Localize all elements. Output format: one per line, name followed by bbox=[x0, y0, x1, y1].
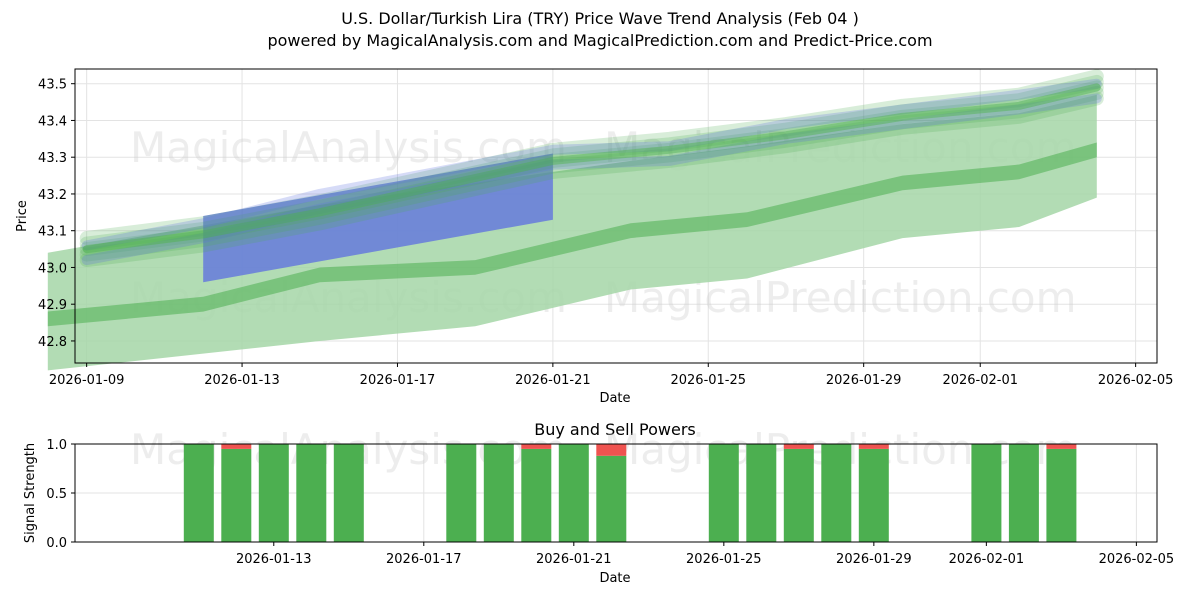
price-y-tick-label: 43.5 bbox=[38, 78, 67, 93]
signal-chart: Buy and Sell Powers MagicalAnalysis.com … bbox=[23, 420, 1174, 586]
chart-title: U.S. Dollar/Turkish Lira (TRY) Price Wav… bbox=[341, 9, 859, 28]
signal-x-tick-label: 2026-02-01 bbox=[949, 552, 1025, 567]
price-y-label: Price bbox=[15, 200, 30, 232]
buy-bar bbox=[483, 444, 514, 542]
buy-bar bbox=[521, 448, 552, 542]
price-x-ticks: 2026-01-09 2026-01-13 2026-01-17 2026-01-21… bbox=[49, 363, 1174, 388]
price-x-tick-label: 2026-02-05 bbox=[1098, 373, 1174, 388]
price-marks bbox=[47, 69, 1104, 371]
buy-bar bbox=[333, 444, 364, 542]
forecast-range-band bbox=[47, 94, 1097, 371]
signal-y-label: Signal Strength bbox=[23, 443, 38, 543]
sell-bar bbox=[1046, 444, 1077, 449]
signal-x-tick-label: 2026-01-13 bbox=[236, 552, 312, 567]
price-x-tick-label: 2026-01-17 bbox=[360, 373, 436, 388]
buy-bar bbox=[1008, 444, 1039, 542]
signal-x-tick-label: 2026-01-17 bbox=[386, 552, 462, 567]
buy-bar bbox=[821, 444, 852, 542]
price-x-tick-label: 2026-01-25 bbox=[670, 373, 746, 388]
price-y-tick-label: 42.8 bbox=[38, 335, 67, 350]
signal-bars bbox=[183, 444, 1077, 542]
buy-bar bbox=[971, 444, 1002, 542]
signal-y-tick-label: 1.0 bbox=[46, 438, 67, 453]
price-y-tick-label: 42.9 bbox=[38, 298, 67, 313]
chart-subtitle: powered by MagicalAnalysis.com and Magic… bbox=[267, 31, 933, 50]
signal-chart-title: Buy and Sell Powers bbox=[534, 420, 696, 439]
price-wave-band-green-1 bbox=[79, 85, 1104, 262]
sell-bar bbox=[858, 444, 889, 449]
buy-bar bbox=[558, 444, 589, 542]
price-x-tick-label: 2026-01-09 bbox=[49, 373, 125, 388]
price-wave-band-green-3 bbox=[79, 74, 1104, 251]
buy-bar bbox=[296, 444, 327, 542]
buy-bar bbox=[1046, 448, 1077, 542]
price-x-tick-label: 2026-01-13 bbox=[204, 373, 280, 388]
sell-bar bbox=[221, 444, 252, 449]
buy-bar bbox=[783, 448, 814, 542]
price-wave-band-green-0 bbox=[79, 91, 1104, 268]
price-x-tick-label: 2026-01-29 bbox=[826, 373, 902, 388]
buy-bar bbox=[258, 444, 289, 542]
signal-y-ticks: 0.0 0.5 1.0 bbox=[46, 438, 75, 551]
signal-x-tick-label: 2026-01-25 bbox=[686, 552, 762, 567]
signal-y-tick-label: 0.5 bbox=[46, 487, 67, 502]
price-x-tick-label: 2026-02-01 bbox=[942, 373, 1018, 388]
buy-bar bbox=[746, 444, 777, 542]
buy-bar bbox=[221, 448, 252, 542]
signal-x-tick-label: 2026-02-05 bbox=[1099, 552, 1175, 567]
buy-bar bbox=[446, 444, 477, 542]
signal-x-tick-label: 2026-01-21 bbox=[536, 552, 612, 567]
price-axes-frame bbox=[74, 68, 1158, 364]
price-y-ticks: 42.8 42.9 43.0 43.1 43.2 43.3 43.4 43.5 bbox=[38, 78, 75, 350]
buy-bar bbox=[183, 444, 214, 542]
sell-bar bbox=[783, 444, 814, 449]
signal-x-ticks: 2026-01-13 2026-01-17 2026-01-21 2026-01-25… bbox=[236, 542, 1174, 567]
sell-bar bbox=[521, 444, 552, 449]
price-y-tick-label: 43.1 bbox=[38, 225, 67, 240]
price-y-tick-label: 43.0 bbox=[38, 261, 67, 276]
price-x-tick-label: 2026-01-21 bbox=[515, 373, 591, 388]
buy-bar bbox=[708, 444, 739, 542]
price-wave-band-blue-1 bbox=[81, 78, 1102, 251]
forecast-centre-band bbox=[47, 142, 1097, 327]
price-x-label: Date bbox=[599, 391, 630, 406]
price-wave-band-green-4 bbox=[79, 69, 1104, 246]
buy-bar bbox=[596, 455, 627, 542]
price-y-tick-label: 43.2 bbox=[38, 188, 67, 203]
price-chart: MagicalAnalysis.com MagicalPrediction.co… bbox=[15, 68, 1174, 406]
signal-x-label: Date bbox=[599, 571, 630, 586]
price-y-tick-label: 43.3 bbox=[38, 151, 67, 166]
sell-bar bbox=[596, 444, 627, 456]
blue-projection-box bbox=[203, 153, 553, 283]
price-y-tick-label: 43.4 bbox=[38, 114, 67, 129]
signal-x-tick-label: 2026-01-29 bbox=[836, 552, 912, 567]
watermark-top-left: MagicalAnalysis.com bbox=[130, 123, 567, 172]
signal-y-tick-label: 0.0 bbox=[46, 536, 67, 551]
buy-bar bbox=[858, 448, 889, 542]
price-wave-line bbox=[82, 83, 1101, 254]
